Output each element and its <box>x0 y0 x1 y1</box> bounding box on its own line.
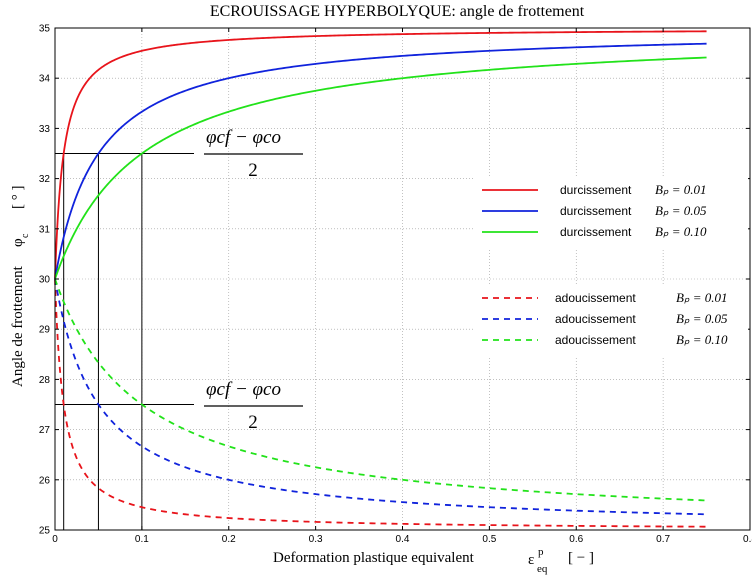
y-tick-label: 28 <box>39 375 51 386</box>
y-tick-label: 25 <box>39 526 51 537</box>
legend-label: adoucissement <box>555 333 636 347</box>
y-tick-label: 33 <box>39 124 51 135</box>
legend-label: adoucissement <box>555 291 636 305</box>
chart-title: ECROUISSAGE HYPERBOLYQUE: angle de frott… <box>210 3 585 20</box>
x-axis-unit: [ − ] <box>568 550 594 566</box>
x-tick-label: 0.8 <box>743 534 752 545</box>
y-tick-label: 29 <box>39 325 51 336</box>
x-axis-symbol: ε <box>528 552 534 568</box>
curves <box>54 30 707 528</box>
series-adoucissement-0.05 <box>54 278 707 516</box>
y-tick-label: 30 <box>39 275 51 286</box>
legend-label: durcissement <box>560 225 632 239</box>
x-axis-label-text: Deformation plastique equivalent <box>273 550 475 566</box>
series-durcissement-0.1 <box>54 56 707 280</box>
y-axis-label-text: Angle de frottement <box>10 265 26 387</box>
y-axis-unit: [ ° ] <box>10 186 26 210</box>
x-tick-label: 0 <box>52 534 58 545</box>
legend-bp-value: Bₚ = 0.10 <box>676 332 728 347</box>
annotation-lower-numerator: φcf − φco <box>206 379 281 400</box>
y-axis-symbol-sub: c <box>20 233 31 238</box>
x-axis-symbol-sub: eq <box>537 563 548 575</box>
legend-adoucissement: adoucissement Bₚ = 0.01 adoucissement Bₚ = … <box>474 284 748 358</box>
y-tick-label: 35 <box>39 24 51 35</box>
y-tick-label: 34 <box>39 74 51 85</box>
legend-bp-value: Bₚ = 0.10 <box>655 224 707 239</box>
legend-background <box>474 176 748 250</box>
annotation-lower-fraction: φcf − φco 2 <box>204 379 303 433</box>
x-tick-label: 0.5 <box>482 534 496 545</box>
annotation-upper-fraction: φcf − φco 2 <box>204 127 303 181</box>
series-durcissement-0.01 <box>54 30 707 279</box>
y-axis-label: Angle de frottement φ c [ ° ] <box>10 186 31 388</box>
y-axis-ticks: 25 26 27 28 29 30 31 32 33 34 35 <box>39 24 750 537</box>
x-tick-label: 0.4 <box>396 534 410 545</box>
y-tick-label: 31 <box>39 224 51 235</box>
x-axis-label: Deformation plastique equivalent ε p eq … <box>273 546 594 575</box>
legend-bp-value: Bₚ = 0.05 <box>655 203 707 218</box>
legend-label: durcissement <box>560 204 632 218</box>
x-axis-ticks: 0 0.1 0.2 0.3 0.4 0.5 0.6 0.7 0.8 <box>52 28 752 545</box>
y-axis-symbol: φ <box>10 238 26 247</box>
legend-label: durcissement <box>560 183 632 197</box>
legend-durcissement: durcissement Bₚ = 0.01 durcissement Bₚ = 0.… <box>474 176 748 250</box>
legend-label: adoucissement <box>555 312 636 326</box>
grid <box>55 28 750 530</box>
annotation-lower-denominator: 2 <box>248 412 258 433</box>
y-tick-label: 32 <box>39 174 51 185</box>
x-tick-label: 0.7 <box>656 534 670 545</box>
y-tick-label: 27 <box>39 425 51 436</box>
legend-bp-value: Bₚ = 0.05 <box>676 311 728 326</box>
x-tick-label: 0.1 <box>135 534 149 545</box>
annotation-upper-numerator: φcf − φco <box>206 127 281 148</box>
y-tick-label: 26 <box>39 475 51 486</box>
legend-bp-value: Bₚ = 0.01 <box>676 290 728 305</box>
x-tick-label: 0.6 <box>569 534 583 545</box>
legend-bp-value: Bₚ = 0.01 <box>655 182 707 197</box>
reference-lines <box>55 153 194 530</box>
x-axis-symbol-sup: p <box>538 546 544 558</box>
series-adoucissement-0.01 <box>54 279 707 528</box>
x-tick-label: 0.2 <box>222 534 236 545</box>
annotation-upper-denominator: 2 <box>248 160 258 181</box>
series-durcissement-0.05 <box>54 42 707 280</box>
series-adoucissement-0.1 <box>54 278 707 502</box>
x-tick-label: 0.3 <box>309 534 323 545</box>
legend-background <box>474 284 748 358</box>
